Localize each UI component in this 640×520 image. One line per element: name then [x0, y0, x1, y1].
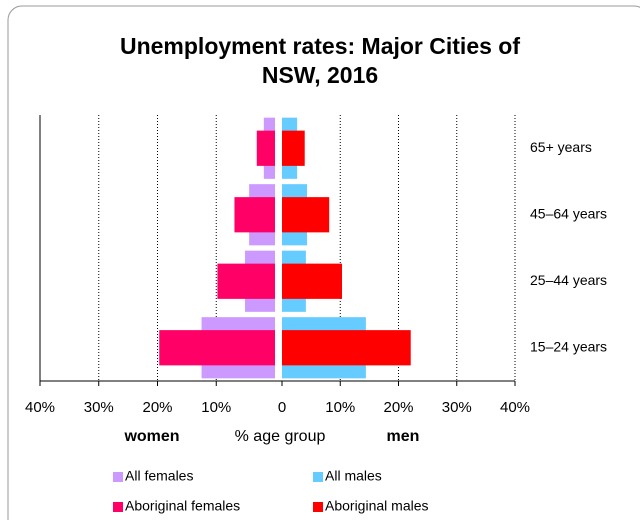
axis-label: men — [387, 428, 420, 445]
axis-label: % age group — [235, 428, 326, 445]
frame — [7, 5, 640, 520]
category-label: 25–44 years — [530, 272, 607, 288]
bar — [282, 330, 411, 366]
bar — [282, 197, 330, 233]
bar — [282, 130, 305, 166]
legend-swatch — [113, 472, 123, 482]
category-label: 15–24 years — [530, 338, 607, 354]
legend-swatch — [313, 502, 323, 512]
legend-label: All females — [125, 468, 193, 484]
legend-swatch — [113, 502, 123, 512]
x-tick-label: 30% — [84, 399, 114, 416]
x-tick-label: 30% — [442, 399, 472, 416]
bar — [217, 263, 275, 299]
legend-label: All males — [325, 468, 382, 484]
x-tick-label: 40% — [25, 399, 55, 416]
category-label: 65+ years — [530, 139, 592, 155]
x-tick-label: 20% — [142, 399, 172, 416]
bar — [256, 130, 275, 166]
x-tick-label: 10% — [201, 399, 231, 416]
axis-label: women — [123, 428, 179, 445]
x-tick-label: 20% — [383, 399, 413, 416]
bar — [282, 263, 342, 299]
x-tick-label: 10% — [325, 399, 355, 416]
legend-label: Aboriginal females — [125, 498, 240, 514]
x-tick-label: 40% — [500, 399, 530, 416]
category-label: 45–64 years — [530, 205, 607, 221]
legend-label: Aboriginal males — [325, 498, 429, 514]
chart-title: Unemployment rates: Major Cities of NSW, … — [120, 33, 520, 88]
bar — [159, 330, 275, 366]
x-tick-label: 0 — [278, 399, 286, 416]
bar — [234, 197, 275, 233]
legend-swatch — [313, 472, 323, 482]
